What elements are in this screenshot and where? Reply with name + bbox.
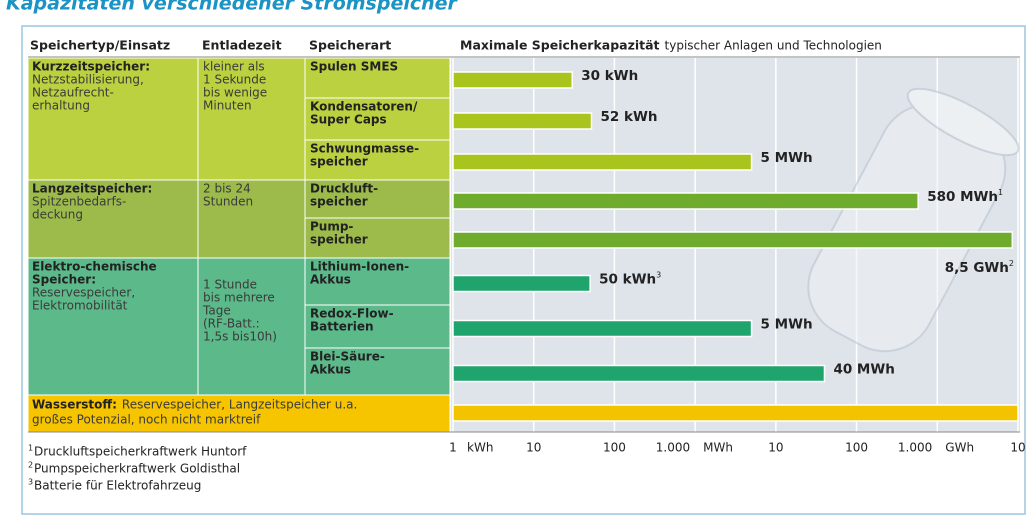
storage-type: Akkus <box>310 273 351 287</box>
bar <box>453 72 572 88</box>
group-description: Spitzenbedarfs- <box>32 195 126 209</box>
value-label: 5 MWh <box>761 150 813 166</box>
x-unit-label: kWh <box>467 441 493 455</box>
storage-type: Kondensatoren/ <box>310 100 418 114</box>
storage-type: Akkus <box>310 363 351 377</box>
discharge-time: 1 Sekunde <box>203 73 266 87</box>
value-label: 8,5 GWh2 <box>945 259 1014 276</box>
group-title: Langzeitspeicher: <box>32 182 152 196</box>
storage-type: Pump- <box>310 220 353 234</box>
group-title: Kurzzeitspeicher: <box>32 60 150 74</box>
footnote-text: Pumpspeicherkraftwerk Goldisthal <box>34 462 240 476</box>
bar <box>453 405 1018 421</box>
discharge-time: bis wenige <box>203 86 267 100</box>
storage-type: Batterien <box>310 320 374 334</box>
x-tick-label: 1 <box>449 441 457 455</box>
group-description: Elektromobilität <box>32 299 128 313</box>
column-header: Entladezeit <box>202 38 282 53</box>
storage-type: Lithium-Ionen- <box>310 260 409 274</box>
footnote-ref: 2 <box>1009 259 1014 268</box>
storage-type: Blei-Säure- <box>310 350 385 364</box>
chart-title: Kapazitäten verschiedener Stromspeicher <box>6 0 459 15</box>
value-label: 5 MWh <box>761 317 813 333</box>
storage-type: Redox-Flow- <box>310 307 394 321</box>
footnote-text: Batterie für Elektrofahrzeug <box>34 479 201 493</box>
storage-type: Druckluft- <box>310 182 378 196</box>
storage-type: speicher <box>310 233 368 247</box>
bar <box>453 193 918 209</box>
bar <box>453 276 590 292</box>
x-unit-label: MWh <box>703 441 733 455</box>
footnote-mark: 1 <box>28 444 33 453</box>
discharge-time: Stunden <box>203 195 253 209</box>
chart-header-rest: typischer Anlagen und Technologien <box>665 39 882 53</box>
group-description: Reservespeicher, <box>32 286 135 300</box>
discharge-time: 2 bis 24 <box>203 182 251 196</box>
value-label: 30 kWh <box>581 68 638 84</box>
footnote-mark: 3 <box>28 478 33 487</box>
value-label: 52 kWh <box>601 109 658 125</box>
chart: Kapazitäten verschiedener Stromspeicher … <box>0 0 1029 518</box>
footnote-ref: 3 <box>656 271 661 280</box>
x-tick-label: 10 <box>1010 441 1025 455</box>
value-label: 40 MWh <box>833 362 894 378</box>
group-description: deckung <box>32 208 83 222</box>
storage-type: Schwungmasse- <box>310 142 419 156</box>
footnote-text: Druckluftspeicherkraftwerk Huntorf <box>34 445 247 459</box>
bar <box>453 154 752 170</box>
discharge-time: 1 Stunde <box>203 278 257 292</box>
discharge-time: (RF-Batt.: <box>203 317 260 331</box>
x-tick-label: 10 <box>526 441 541 455</box>
storage-type: speicher <box>310 155 368 169</box>
footnote-ref: 1 <box>998 188 1003 197</box>
hydrogen-text: großes Potenzial, noch nicht marktreif <box>32 413 261 427</box>
column-header: Speicherart <box>309 38 391 53</box>
bar <box>453 321 752 337</box>
storage-type: speicher <box>310 195 368 209</box>
group-description: Netzaufrecht- <box>32 86 114 100</box>
discharge-time: Tage <box>202 304 231 318</box>
x-tick-label: 100 <box>845 441 868 455</box>
discharge-time: kleiner als <box>203 60 265 74</box>
group-description: erhaltung <box>32 99 90 113</box>
footnote-mark: 2 <box>28 461 33 470</box>
storage-type: Super Caps <box>310 113 387 127</box>
chart-header: Maximale Speicherkapazität <box>460 38 660 53</box>
x-tick-label: 1.000 <box>656 441 690 455</box>
bar <box>453 232 1012 248</box>
group-description: Netzstabilisierung, <box>32 73 144 87</box>
group-title: Speicher: <box>32 273 96 287</box>
x-unit-label: GWh <box>945 441 974 455</box>
bar <box>453 113 592 129</box>
hydrogen-text: Reservespeicher, Langzeitspeicher u.a. <box>122 398 357 412</box>
value-label: 50 kWh3 <box>599 271 661 288</box>
discharge-time: bis mehrere <box>203 291 275 305</box>
x-tick-label: 1.000 <box>898 441 932 455</box>
x-tick-label: 10 <box>768 441 783 455</box>
group-title: Elektro-chemische <box>32 260 157 274</box>
storage-type: Spulen SMES <box>310 60 398 74</box>
x-tick-label: 100 <box>603 441 626 455</box>
value-label: 580 MWh1 <box>927 188 1003 205</box>
column-header: Speichertyp/Einsatz <box>30 38 170 53</box>
discharge-time: Minuten <box>203 99 252 113</box>
discharge-time: 1,5s bis10h) <box>203 330 277 344</box>
hydrogen-title: Wasserstoff: <box>32 398 117 412</box>
bar <box>453 366 824 382</box>
